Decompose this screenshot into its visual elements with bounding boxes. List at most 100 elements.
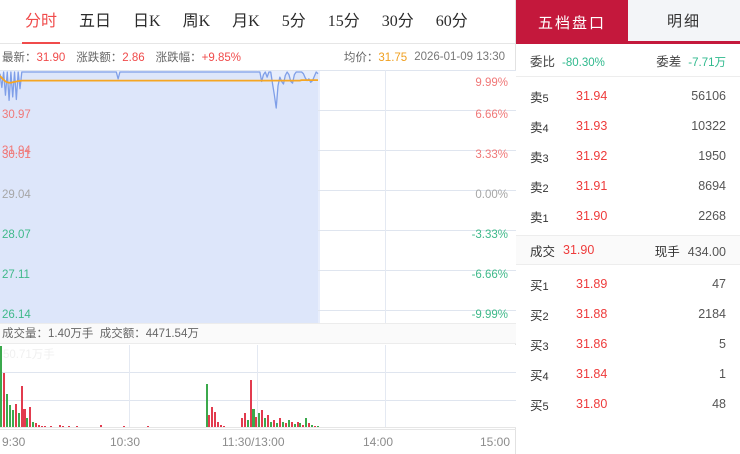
- diff-value: -7.71万: [688, 56, 726, 69]
- bid-volume-3: 5: [719, 337, 726, 351]
- price-axis-label-5: 27.11: [2, 269, 30, 281]
- ratio-group: 委比 -80.30%: [530, 51, 605, 70]
- volume-bar: [2, 373, 5, 428]
- change-amount-label: 涨跌额：: [76, 52, 123, 64]
- volume-label: 成交量：: [2, 328, 48, 340]
- ask-row-2[interactable]: 卖2 31.91 8694: [516, 171, 740, 201]
- order-ratio-row: 委比 -80.30% 委差 -7.71万: [516, 44, 740, 77]
- diff-label: 委差: [656, 54, 682, 69]
- volume-bar: [240, 418, 243, 428]
- period-tab-monthk[interactable]: 月K: [232, 12, 260, 30]
- period-tab-5day[interactable]: 五日: [79, 12, 112, 30]
- bid-volume-4: 1: [719, 367, 726, 381]
- avg-price-group: 均价：31.75: [344, 49, 407, 65]
- period-tab-15min[interactable]: 15分: [327, 12, 360, 30]
- period-tab-bar: 分时 五日 日K 周K 月K 5分 15分 30分 60分: [0, 0, 515, 44]
- volume-bar: [314, 425, 317, 428]
- change-amount-group: 涨跌额：2.86: [76, 49, 144, 65]
- amount-value: 4471.54万: [145, 328, 199, 340]
- volume-bar: [243, 413, 246, 428]
- order-book-pane: 五档盘口 明细 委比 -80.30% 委差 -7.71万 卖5 31.94 56…: [516, 0, 740, 454]
- bid-row-3[interactable]: 买3 31.86 5: [516, 329, 740, 359]
- change-percent-value: +9.85%: [201, 52, 241, 64]
- bid-label-5: 买5: [530, 398, 549, 413]
- price-line-fill: [0, 72, 318, 323]
- ask-row-3[interactable]: 卖3 31.92 1950: [516, 141, 740, 171]
- period-tab-5min[interactable]: 5分: [281, 12, 306, 30]
- volume-gridline-v-0: [129, 345, 130, 428]
- ask-row-5[interactable]: 卖5 31.94 56106: [516, 81, 740, 111]
- quote-right-group: 均价：31.75 2026-01-09 13:30: [344, 49, 505, 65]
- volume-bar: [220, 424, 223, 428]
- period-tab-30min[interactable]: 30分: [381, 12, 414, 30]
- volume-bar: [67, 425, 70, 428]
- change-amount-value: 2.86: [122, 52, 145, 64]
- pct-axis-label-2: 3.33%: [475, 149, 508, 161]
- volume-bar: [281, 421, 284, 428]
- volume-bar: [17, 413, 20, 428]
- price-chart[interactable]: 金融界 JRJ.com 31.94 30.97 30.01 29.04 28.0…: [0, 70, 516, 323]
- current-hand-label: 现手: [654, 244, 680, 259]
- bid-label-1: 买1: [530, 278, 549, 293]
- volume-bar: [305, 418, 308, 428]
- ratio-value: -80.30%: [562, 56, 605, 69]
- volume-bar: [267, 415, 270, 428]
- ask-price-2: 31.91: [576, 179, 608, 193]
- volume-gridlines: [0, 345, 516, 428]
- volume-gridline-v-1: [257, 345, 258, 428]
- volume-bar: [299, 423, 302, 428]
- pct-axis-label-5: -6.66%: [471, 269, 508, 281]
- bid-label-4: 买4: [530, 368, 549, 383]
- period-tab-60min[interactable]: 60分: [435, 12, 468, 30]
- volume-bar: [29, 406, 32, 428]
- volume-bar: [296, 421, 299, 428]
- quote-summary-bar: 最新：31.90 涨跌额：2.86 涨跌幅：+9.85% 均价：31.75 20…: [0, 44, 515, 70]
- volume-bar: [290, 422, 293, 428]
- volume-bar: [11, 410, 14, 428]
- ask-row-1[interactable]: 卖1 31.90 2268: [516, 201, 740, 231]
- volume-summary-bar: 成交量：1.40万手 成交额：4471.54万: [0, 323, 516, 344]
- period-tab-fenshi[interactable]: 分时: [14, 0, 68, 44]
- volume-chart[interactable]: 50.71万手: [0, 345, 516, 428]
- ask-row-4[interactable]: 卖4 31.93 10322: [516, 111, 740, 141]
- volume-bar: [41, 425, 44, 428]
- diff-group: 委差 -7.71万: [656, 51, 726, 70]
- volume-max-label: 50.71万手: [3, 349, 55, 361]
- volume-bar: [287, 419, 290, 428]
- pct-axis-label-3: 0.00%: [475, 189, 508, 201]
- deal-price: 31.90: [563, 243, 595, 257]
- ask-volume-3: 1950: [698, 149, 726, 163]
- avg-price-value: 31.75: [378, 52, 408, 64]
- bid-volume-2: 2184: [698, 307, 726, 321]
- volume-bar: [8, 405, 11, 428]
- bid-volume-5: 48: [712, 397, 726, 411]
- ask-label-5: 卖5: [530, 90, 549, 105]
- period-tab-weekk[interactable]: 周K: [182, 12, 211, 30]
- volume-bar: [99, 424, 102, 428]
- volume-bar: [5, 394, 8, 428]
- bid-row-5[interactable]: 买5 31.80 48: [516, 389, 740, 419]
- volume-bar: [264, 418, 267, 428]
- tab-detail[interactable]: 明细: [628, 0, 740, 44]
- bid-row-2[interactable]: 买2 31.88 2184: [516, 299, 740, 329]
- bid-row-4[interactable]: 买4 31.84 1: [516, 359, 740, 389]
- volume-bar: [208, 415, 211, 428]
- plot-area: 金融界 JRJ.com 31.94 30.97 30.01 29.04 28.0…: [0, 70, 516, 454]
- amount-label: 成交额：: [99, 328, 146, 340]
- order-book-tab-bar: 五档盘口 明细: [516, 0, 740, 44]
- volume-bar: [211, 406, 214, 428]
- bid-label-3: 买3: [530, 338, 549, 353]
- bid-row-1[interactable]: 买1 31.89 47: [516, 269, 740, 299]
- pct-axis-label-6: -9.99%: [471, 309, 508, 321]
- ask-price-3: 31.92: [576, 149, 608, 163]
- volume-bar: [26, 418, 29, 428]
- tab-five-level[interactable]: 五档盘口: [516, 0, 628, 44]
- current-hand-value: 434.00: [687, 244, 726, 259]
- price-axis-label-3: 29.04: [2, 189, 31, 201]
- period-tab-dayk[interactable]: 日K: [133, 12, 161, 30]
- price-axis-label-4: 28.07: [2, 229, 31, 241]
- volume-bar: [252, 408, 255, 428]
- volume-gridline-h-1: [0, 400, 516, 401]
- volume-bar: [32, 421, 35, 428]
